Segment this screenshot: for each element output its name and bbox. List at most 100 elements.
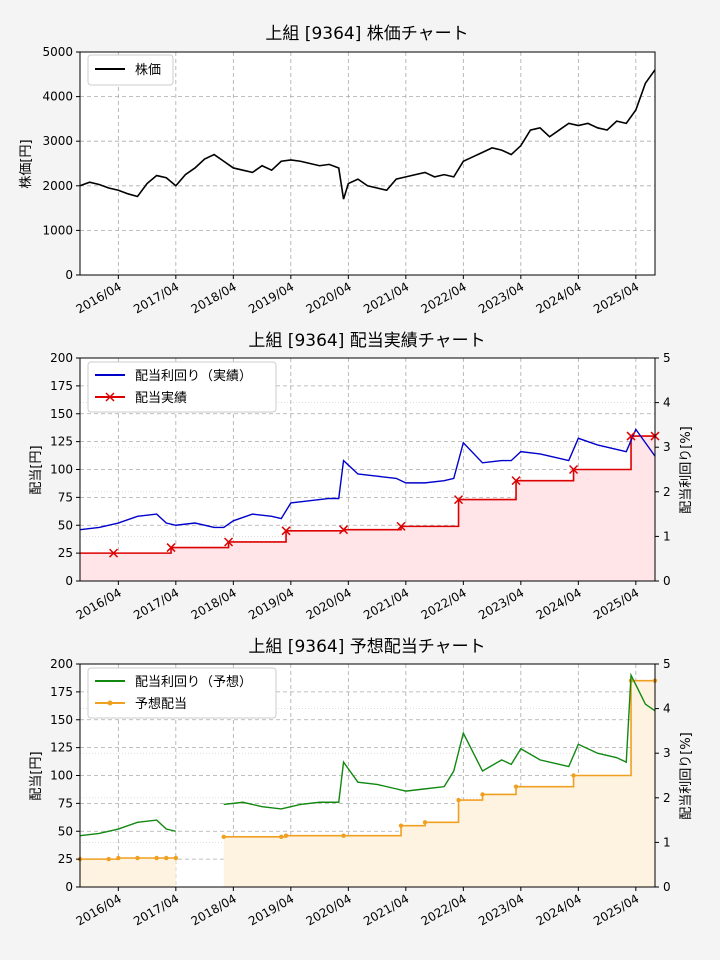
plot-frame [79,51,656,276]
y-tick-label: 5000 [42,45,73,59]
actual-legend-box [87,361,277,413]
forecast-legend-box [87,667,277,719]
y-tick-label: 3000 [42,134,73,148]
forecast-dividend-marker [164,855,169,861]
forecast-chart-marks [77,672,658,887]
actual-chart-title: 上組 [9364] 配当実績チャート [248,331,485,351]
y2-tick-label: 2 [663,485,671,499]
price-chart-panel: 上組 [9364] 株価チャート 株価[円] 0 1000 2000 3000 4000… [19,24,656,317]
price-chart-marks [79,69,656,200]
forecast-dividend-chart-panel: 上組 [9364] 予想配当チャート 配当[円] 配当利回り[%] 025507… [29,637,694,929]
forecast-chart-ylabel: 配当[円] [29,751,44,800]
forecast-dividend-marker [173,855,179,861]
y-tick-label: 4000 [42,90,73,104]
forecast-legend-dividend-marker [107,700,113,706]
actual-dividend-marker [511,476,521,486]
actual-yield-line [79,427,656,531]
y-tick-label: 2000 [42,179,73,193]
actual-dividend-marker [109,548,119,558]
y-tick-label: 100 [50,769,73,783]
y-tick-label: 100 [50,463,73,477]
y-tick-label: 150 [50,713,73,727]
y2-tick-label: 5 [663,351,671,365]
price-legend-label: 株価 [135,63,161,78]
forecast-dividend-marker [116,855,121,861]
forecast-dividend-area [80,858,176,887]
price-chart-legend: 株価 [87,54,174,86]
y-tick-label: 150 [50,407,73,421]
forecast-dividend-marker [106,856,111,862]
forecast-dividend-marker [571,773,576,778]
forecast-dividend-marker [513,784,519,789]
actual-dividend-marker [454,495,464,505]
y-tick-label: 200 [50,351,73,365]
forecast-yield-line [223,672,656,810]
plot-frame [79,357,656,582]
forecast-chart-title: 上組 [9364] 予想配当チャート [248,637,485,657]
y-tick-label: 125 [50,435,73,449]
y2-tick-label: 4 [663,396,671,410]
actual-legend-dividend-marker [105,392,115,402]
actual-dividend-marker [281,526,291,536]
forecast-dividend-marker [422,820,428,825]
actual-dividend-marker [626,431,636,441]
forecast-dividend-marker [480,792,485,797]
y-tick-label: 75 [58,796,73,810]
actual-chart-marks [79,427,660,581]
y-tick-label: 25 [58,852,73,866]
actual-legend-dividend-label: 配当実績 [135,390,187,406]
y-tick-label: 25 [58,546,73,560]
y-tick-label: 200 [50,657,73,671]
y-tick-label: 1000 [42,223,73,237]
actual-dividend-area [80,436,655,581]
forecast-dividend-marker [279,834,284,840]
y2-tick-label: 0 [663,880,671,894]
y2-tick-label: 1 [663,835,671,849]
forecast-dividend-marker [341,833,346,838]
actual-dividend-marker [224,537,234,547]
forecast-dividend-marker [154,855,159,861]
actual-dividend-marker [166,543,176,553]
forecast-dividend-marker [398,823,404,828]
actual-chart-legend: 配当利回り（実績） 配当実績 [87,361,277,413]
y2-tick-label: 3 [663,746,671,760]
y-tick-label: 50 [58,824,73,838]
forecast-dividend-marker [456,797,461,803]
y-tick-label: 0 [65,268,73,282]
forecast-legend-dividend-label: 予想配当 [135,696,187,712]
y-tick-label: 75 [58,490,73,504]
forecast-dividend-area [223,680,655,887]
forecast-chart-legend: 配当利回り（予想） 予想配当 [87,667,277,719]
y-tick-label: 175 [50,379,73,393]
y-tick-label: 125 [50,741,73,755]
actual-chart-y2label: 配当利回り[%] [679,426,694,514]
forecast-dividend-marker [221,834,226,840]
y2-tick-label: 5 [663,657,671,671]
price-chart-title: 上組 [9364] 株価チャート [265,24,468,44]
actual-legend-yield-label: 配当利回り（実績） [135,368,252,384]
forecast-yield-line [79,819,176,837]
y-tick-label: 0 [65,574,73,588]
y2-tick-label: 0 [663,574,671,588]
y2-tick-label: 1 [663,529,671,543]
price-chart-ylabel: 株価[円] [19,139,34,188]
actual-dividend-chart-panel: 上組 [9364] 配当実績チャート 配当[円] 配当利回り[%] 025507… [29,331,694,623]
y2-tick-label: 3 [663,440,671,454]
actual-dividend-step-line [80,435,655,554]
actual-dividend-marker [339,525,349,535]
plot-frame [79,663,656,888]
y-tick-label: 50 [58,518,73,532]
price-line [79,69,656,200]
y-tick-label: 175 [50,685,73,699]
price-legend-box [87,54,174,86]
actual-chart-ylabel: 配当[円] [29,445,44,494]
forecast-dividend-marker [283,833,289,838]
actual-dividend-marker [569,464,579,475]
forecast-chart-y2label: 配当利回り[%] [679,732,694,820]
forecast-legend-yield-label: 配当利回り（予想） [135,674,252,690]
actual-dividend-marker [396,521,406,531]
y2-tick-label: 4 [663,702,671,716]
y2-tick-label: 2 [663,791,671,805]
y-tick-label: 0 [65,880,73,894]
